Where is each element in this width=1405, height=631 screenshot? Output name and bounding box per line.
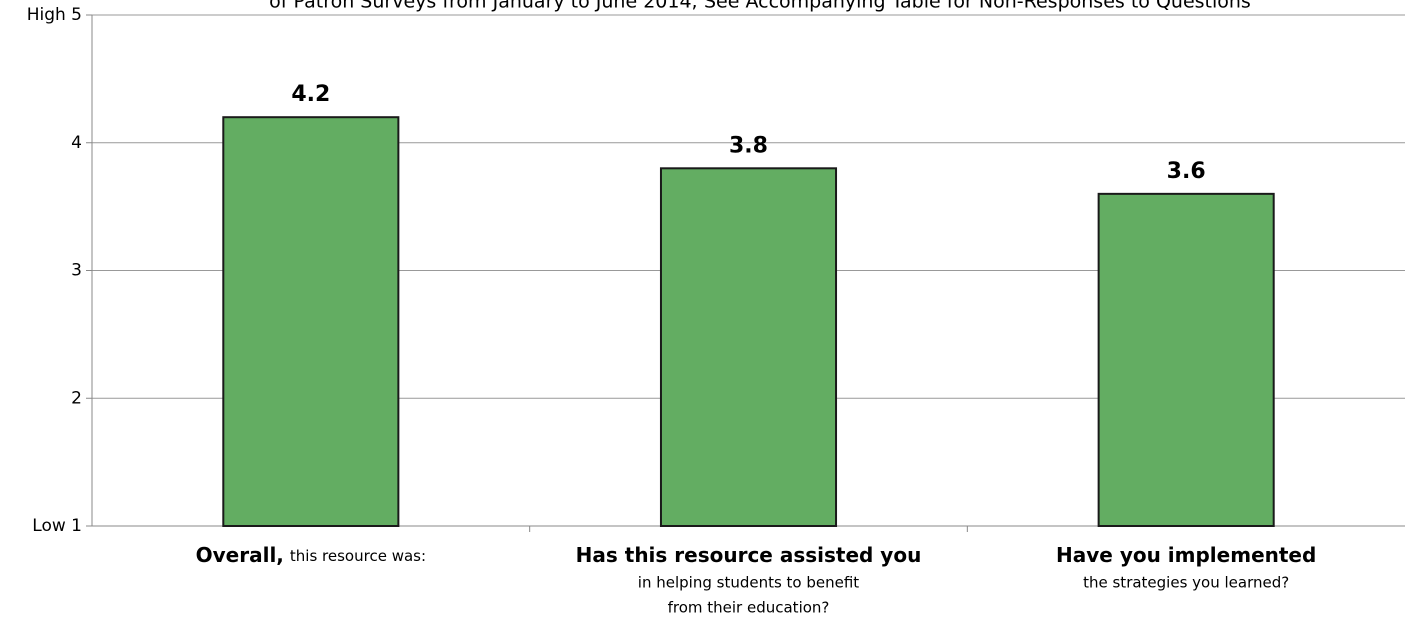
y-tick-label: 2	[71, 388, 82, 408]
x-tick-label: Overall, this resource was:	[196, 543, 426, 567]
y-tick-label: Low 1	[32, 516, 82, 536]
category-title: Overall,	[196, 543, 284, 567]
x-tick-label: Have you implemented	[1056, 543, 1316, 567]
category-title: Have you implemented	[1056, 543, 1316, 567]
chart-title: of Patron Surveys from January to June 2…	[269, 0, 1251, 13]
bar	[222, 116, 400, 527]
value-label: 3.8	[729, 133, 768, 158]
value-label: 4.2	[291, 82, 330, 107]
y-tick-label: 3	[71, 261, 82, 281]
x-tick-label-line: from their education?	[668, 599, 830, 617]
bar	[1097, 192, 1275, 527]
bar	[659, 167, 838, 528]
y-tick-label: 4	[71, 133, 82, 153]
category-title: Has this resource assisted you	[576, 543, 922, 567]
y-tick-label: High 5	[27, 5, 82, 25]
value-label: 3.6	[1167, 159, 1206, 184]
category-text: this resource was:	[290, 547, 426, 565]
x-tick-label-line: the strategies you learned?	[1083, 574, 1289, 592]
x-tick-label-line: in helping students to benefit	[638, 574, 860, 592]
x-tick-label: Has this resource assisted you	[576, 543, 922, 567]
